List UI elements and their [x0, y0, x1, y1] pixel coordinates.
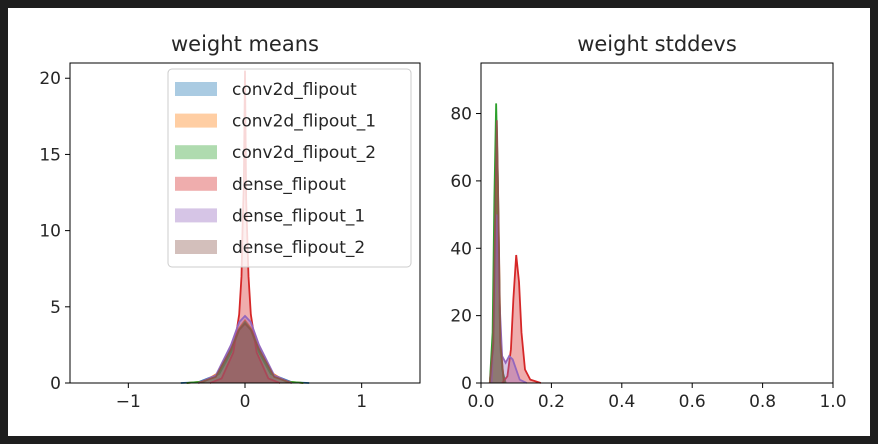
series-group	[488, 103, 542, 384]
series-area-conv2d_flipout	[489, 174, 504, 383]
y-tick-label: 60	[450, 172, 472, 192]
y-tick-label: 40	[450, 239, 472, 259]
y-tick-label: 20	[450, 307, 472, 327]
axes-frame	[480, 62, 834, 384]
x-tick-label: 0.8	[749, 392, 776, 412]
y-tick-label: 20	[39, 69, 61, 89]
legend-swatch	[175, 145, 217, 160]
legend-label: dense_flipout_1	[232, 206, 365, 226]
x-tick-label: 1	[356, 392, 367, 412]
series-area-conv2d_flipout_1	[489, 147, 504, 383]
y-tick-label: 10	[39, 222, 61, 242]
legend-label: conv2d_flipout_1	[232, 112, 376, 132]
series-line-dense_flipout_2	[198, 322, 292, 384]
legend-swatch	[175, 113, 217, 128]
chart-figure: weight means−1 0 105101520conv2d_flipoutco…	[39, 32, 846, 412]
series-area-conv2d_flipout_1	[186, 320, 304, 383]
x-tick-label: 0	[240, 392, 251, 412]
x-tick-label: −1	[116, 392, 141, 412]
x-tick-label: 0.2	[538, 392, 565, 412]
y-tick-label: 15	[39, 145, 61, 165]
chart-title: weight stddevs	[577, 32, 737, 56]
series-area-dense_flipout	[502, 255, 541, 383]
x-tick-label: 0.6	[679, 392, 706, 412]
legend: conv2d_flipout conv2d_flipout_1 conv2d_fli…	[167, 68, 412, 268]
series-line-dense_flipout_1	[197, 314, 293, 384]
series-area-conv2d_flipout	[180, 323, 310, 383]
x-tick-label: 0.4	[608, 392, 635, 412]
legend-swatch	[175, 176, 217, 191]
series-area-dense_flipout_2	[489, 120, 504, 383]
chart-panel-1: weight means−1 0 105101520conv2d_flipoutco…	[39, 32, 421, 412]
y-tick-label: 80	[450, 105, 472, 125]
series-area-conv2d_flipout_2	[186, 322, 304, 383]
legend-label: dense_flipout_2	[232, 238, 365, 258]
legend-box	[167, 68, 412, 268]
y-tick-label: 5	[50, 298, 61, 318]
legend-swatch	[175, 240, 217, 254]
legend-swatch	[175, 82, 217, 96]
chart-title: weight means	[171, 32, 319, 56]
legend-label: conv2d_flipout_2	[232, 143, 376, 163]
series-line-dense_flipout_1	[490, 214, 528, 384]
chart-panel-2: weight stddevs 0.0 0.2 0.4 0.6 0.8 1.0 0 20 40 60 8…	[450, 32, 846, 412]
x-tick-label: 0.0	[467, 392, 494, 412]
series-area-dense_flipout_2	[198, 323, 292, 383]
x-tick-label: 1.0	[819, 392, 846, 412]
series-line-dense_flipout_2	[488, 120, 505, 384]
series-line-dense_flipout	[501, 254, 542, 384]
y-tick-label: 0	[50, 374, 61, 394]
figure: weight means −1 0 1 0 5 10 15 20 conv2d_flipout co…	[8, 8, 870, 436]
legend-label: dense_flipout	[232, 175, 346, 195]
legend-label: conv2d_flipout	[232, 80, 357, 100]
y-tick-label: 0	[461, 374, 472, 394]
legend-swatch	[175, 208, 217, 223]
